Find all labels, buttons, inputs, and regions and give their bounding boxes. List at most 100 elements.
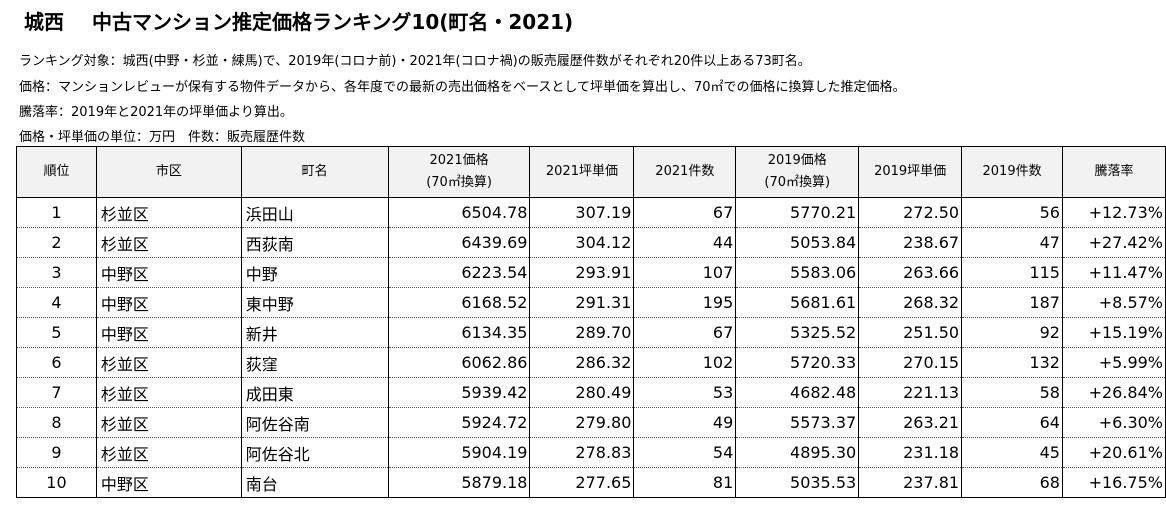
cell-tsubo-2021: 304.12 xyxy=(529,227,635,258)
cell-ward: 中野区 xyxy=(95,287,242,318)
cell-rank: 2 xyxy=(16,227,97,258)
cell-count-2021: 81 xyxy=(633,467,737,498)
cell-price-2021: 6134.35 xyxy=(387,317,531,348)
header-price-2021-line1: 2021価格 xyxy=(429,153,489,168)
header-price-2019-line2: (70㎡換算) xyxy=(764,175,831,190)
cell-count-2019: 68 xyxy=(961,467,1063,498)
cell-price-2019: 5583.06 xyxy=(735,257,860,288)
cell-rank: 3 xyxy=(16,257,97,288)
cell-town: 成田東 xyxy=(240,377,389,408)
cell-town: 南台 xyxy=(240,467,389,498)
cell-town: 新井 xyxy=(240,317,389,348)
cell-price-2019: 5035.53 xyxy=(735,467,860,498)
header-price-2019: 2019価格 (70㎡換算) xyxy=(735,146,860,198)
cell-change: +16.75% xyxy=(1061,467,1166,498)
cell-ward: 杉並区 xyxy=(95,197,242,228)
header-price-2021-line2: (70㎡換算) xyxy=(426,175,492,190)
title-main: 中古マンション推定価格ランキング10(町名・2021) xyxy=(92,10,574,34)
cell-change: +5.99% xyxy=(1061,347,1166,378)
table-row: 4 中野区 東中野 6168.52 291.31 195 5681.61 268.32 187 +… xyxy=(16,287,1166,318)
table-row: 10 中野区 南台 5879.18 277.65 81 5035.53 237.81 68 +16… xyxy=(16,467,1166,498)
note-ranking-target: ランキング対象：城西(中野・杉並・練馬)で、2019年(コロナ前)・2021年(… xyxy=(19,54,811,69)
note-price-definition: 価格：マンションレビューが保有する物件データから、各年度での最新の売出価格をベー… xyxy=(19,80,906,95)
cell-count-2021: 44 xyxy=(633,227,737,258)
cell-price-2021: 6504.78 xyxy=(387,197,531,228)
cell-count-2021: 67 xyxy=(633,317,737,348)
title-region: 城西 xyxy=(24,10,64,34)
cell-count-2019: 47 xyxy=(961,227,1063,258)
cell-ward: 杉並区 xyxy=(95,437,242,468)
cell-count-2021: 102 xyxy=(633,347,737,378)
header-ward: 市区 xyxy=(95,146,242,198)
table-header-row: 順位 市区 町名 2021価格 (70㎡換算) 2021坪単価 2021件数 20… xyxy=(16,146,1166,198)
table-body: 1 杉並区 浜田山 6504.78 307.19 67 5770.21 272.50 56 +12… xyxy=(16,197,1166,498)
cell-price-2021: 6223.54 xyxy=(387,257,531,288)
cell-tsubo-2021: 280.49 xyxy=(529,377,635,408)
cell-change: +26.84% xyxy=(1061,377,1166,408)
cell-ward: 中野区 xyxy=(95,257,242,288)
table-row: 6 杉並区 荻窪 6062.86 286.32 102 5720.33 270.15 132 +5… xyxy=(16,347,1166,378)
cell-rank: 7 xyxy=(16,377,97,408)
header-change: 騰落率 xyxy=(1061,146,1166,198)
cell-change: +6.30% xyxy=(1061,407,1166,438)
cell-count-2019: 64 xyxy=(961,407,1063,438)
header-tsubo-2019: 2019坪単価 xyxy=(858,146,963,198)
cell-change: +27.42% xyxy=(1061,227,1166,258)
cell-price-2019: 5770.21 xyxy=(735,197,860,228)
header-count-2019: 2019件数 xyxy=(961,146,1063,198)
cell-price-2021: 5939.42 xyxy=(387,377,531,408)
header-price-2021: 2021価格 (70㎡換算) xyxy=(387,146,531,198)
cell-price-2019: 5053.84 xyxy=(735,227,860,258)
cell-price-2019: 5573.37 xyxy=(735,407,860,438)
cell-rank: 4 xyxy=(16,287,97,318)
cell-tsubo-2019: 238.67 xyxy=(858,227,963,258)
table-row: 5 中野区 新井 6134.35 289.70 67 5325.52 251.50 92 +15.… xyxy=(16,317,1166,348)
cell-rank: 8 xyxy=(16,407,97,438)
cell-tsubo-2021: 286.32 xyxy=(529,347,635,378)
header-rank: 順位 xyxy=(16,146,97,198)
cell-change: +20.61% xyxy=(1061,437,1166,468)
cell-tsubo-2019: 251.50 xyxy=(858,317,963,348)
header-town: 町名 xyxy=(240,146,389,198)
cell-rank: 6 xyxy=(16,347,97,378)
cell-price-2021: 5924.72 xyxy=(387,407,531,438)
table-row: 8 杉並区 阿佐谷南 5924.72 279.80 49 5573.37 263.21 64 +6… xyxy=(16,407,1166,438)
cell-tsubo-2019: 272.50 xyxy=(858,197,963,228)
cell-count-2021: 195 xyxy=(633,287,737,318)
cell-price-2019: 5325.52 xyxy=(735,317,860,348)
cell-town: 東中野 xyxy=(240,287,389,318)
cell-count-2021: 107 xyxy=(633,257,737,288)
cell-price-2021: 6062.86 xyxy=(387,347,531,378)
cell-change: +12.73% xyxy=(1061,197,1166,228)
cell-count-2021: 54 xyxy=(633,437,737,468)
cell-price-2019: 5681.61 xyxy=(735,287,860,318)
cell-town: 中野 xyxy=(240,257,389,288)
cell-tsubo-2019: 237.81 xyxy=(858,467,963,498)
header-count-2021: 2021件数 xyxy=(633,146,737,198)
cell-ward: 杉並区 xyxy=(95,227,242,258)
ranking-table: 順位 市区 町名 2021価格 (70㎡換算) 2021坪単価 2021件数 20… xyxy=(16,146,1166,498)
cell-count-2021: 67 xyxy=(633,197,737,228)
cell-price-2019: 4895.30 xyxy=(735,437,860,468)
cell-rank: 10 xyxy=(16,467,97,498)
table-row: 2 杉並区 西荻南 6439.69 304.12 44 5053.84 238.67 47 +27… xyxy=(16,227,1166,258)
cell-price-2021: 5879.18 xyxy=(387,467,531,498)
cell-rank: 9 xyxy=(16,437,97,468)
cell-count-2019: 56 xyxy=(961,197,1063,228)
cell-tsubo-2021: 289.70 xyxy=(529,317,635,348)
cell-ward: 中野区 xyxy=(95,317,242,348)
page-title: 城西 中古マンション推定価格ランキング10(町名・2021) xyxy=(24,6,573,35)
cell-rank: 5 xyxy=(16,317,97,348)
cell-ward: 中野区 xyxy=(95,467,242,498)
cell-ward: 杉並区 xyxy=(95,407,242,438)
cell-price-2021: 5904.19 xyxy=(387,437,531,468)
cell-tsubo-2019: 263.66 xyxy=(858,257,963,288)
cell-tsubo-2019: 270.15 xyxy=(858,347,963,378)
cell-tsubo-2021: 279.80 xyxy=(529,407,635,438)
table-row: 9 杉並区 阿佐谷北 5904.19 278.83 54 4895.30 231.18 45 +2… xyxy=(16,437,1166,468)
cell-tsubo-2021: 291.31 xyxy=(529,287,635,318)
cell-count-2019: 58 xyxy=(961,377,1063,408)
cell-tsubo-2021: 278.83 xyxy=(529,437,635,468)
cell-ward: 杉並区 xyxy=(95,347,242,378)
cell-price-2021: 6439.69 xyxy=(387,227,531,258)
